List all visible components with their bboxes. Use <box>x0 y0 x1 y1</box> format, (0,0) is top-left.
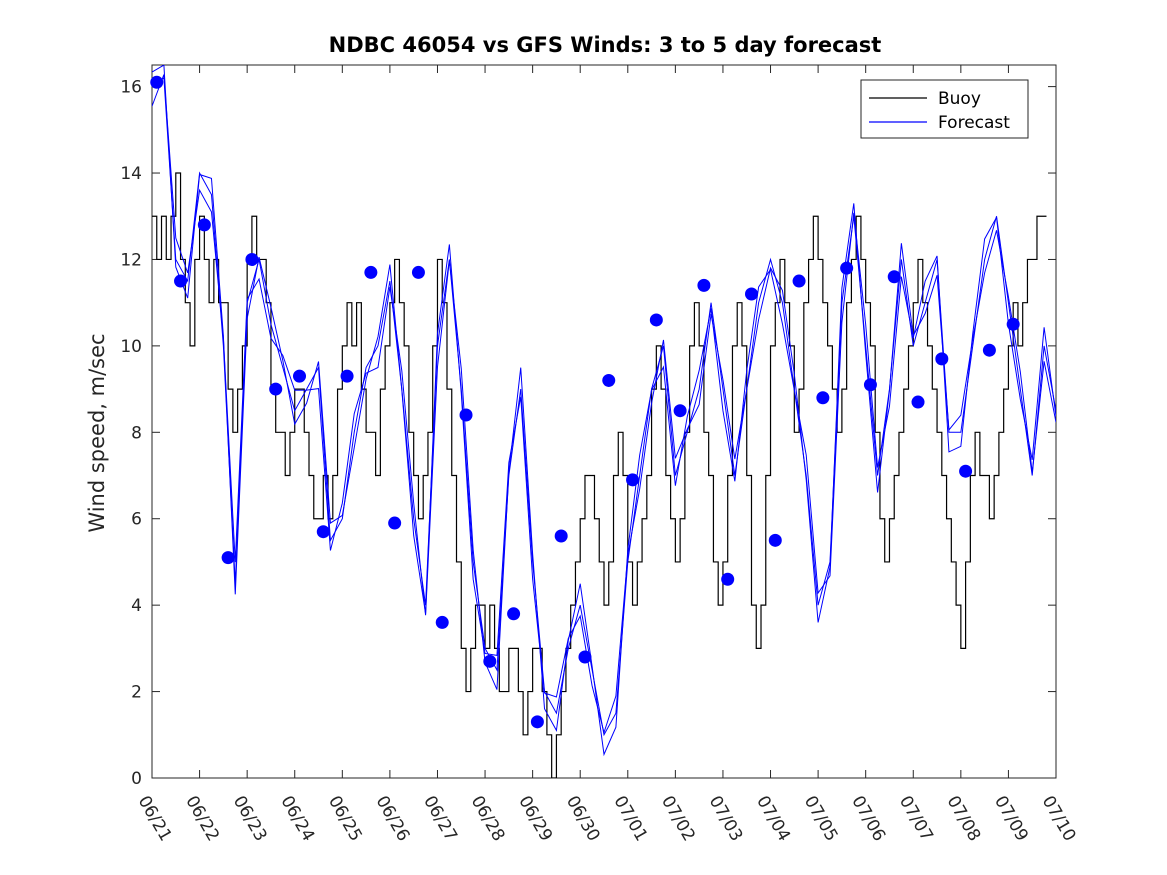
forecast-point <box>863 378 877 392</box>
forecast-point <box>221 551 235 565</box>
forecast-point <box>388 516 402 530</box>
y-tick-label: 16 <box>120 78 142 98</box>
y-tick-label: 6 <box>131 510 142 530</box>
buoy-series-line <box>152 172 1047 778</box>
forecast-point <box>697 278 711 292</box>
forecast-point <box>840 261 854 275</box>
forecast-point <box>292 369 306 383</box>
legend-box <box>860 79 1029 139</box>
forecast-point <box>578 650 592 664</box>
forecast-point <box>411 265 425 279</box>
legend-buoy-label: Buoy <box>938 89 981 109</box>
forecast-point <box>150 75 164 89</box>
forecast-series-line <box>152 74 1056 757</box>
forecast-point <box>507 607 521 621</box>
forecast-point <box>982 343 996 357</box>
forecast-point <box>673 404 687 418</box>
forecast-point <box>887 270 901 284</box>
y-tick-label: 12 <box>120 250 142 270</box>
forecast-point <box>744 287 758 301</box>
forecast-point <box>459 408 473 422</box>
forecast-point <box>792 274 806 288</box>
forecast-point <box>197 218 211 232</box>
forecast-point <box>435 615 449 629</box>
forecast-point <box>721 572 735 586</box>
forecast-point <box>245 252 259 266</box>
y-tick-label: 8 <box>131 423 142 443</box>
forecast-point <box>483 654 497 668</box>
forecast-point <box>174 274 188 288</box>
y-axis-label: Wind speed, m/sec <box>85 333 109 532</box>
y-tick-label: 2 <box>131 683 142 703</box>
y-tick-label: 4 <box>131 596 142 616</box>
forecast-point <box>269 382 283 396</box>
forecast-point <box>649 313 663 327</box>
forecast-point <box>530 715 544 729</box>
forecast-point <box>935 352 949 366</box>
forecast-series-line <box>152 77 1056 737</box>
forecast-point <box>602 373 616 387</box>
forecast-point <box>816 391 830 405</box>
y-tick-label: 14 <box>120 164 142 184</box>
forecast-point <box>554 529 568 543</box>
legend: Buoy Forecast <box>860 79 1029 139</box>
forecast-point <box>364 265 378 279</box>
y-tick-label: 0 <box>131 769 142 789</box>
chart-title: NDBC 46054 vs GFS Winds: 3 to 5 day fore… <box>329 33 882 57</box>
forecast-point <box>626 473 640 487</box>
forecast-point <box>911 395 925 409</box>
forecast-point <box>1006 317 1020 331</box>
forecast-point <box>340 369 354 383</box>
forecast-series-line <box>152 65 1056 735</box>
forecast-point <box>768 533 782 547</box>
forecast-point <box>316 525 330 539</box>
forecast-point <box>959 464 973 478</box>
y-tick-label: 10 <box>120 337 142 357</box>
legend-forecast-label: Forecast <box>938 113 1010 133</box>
